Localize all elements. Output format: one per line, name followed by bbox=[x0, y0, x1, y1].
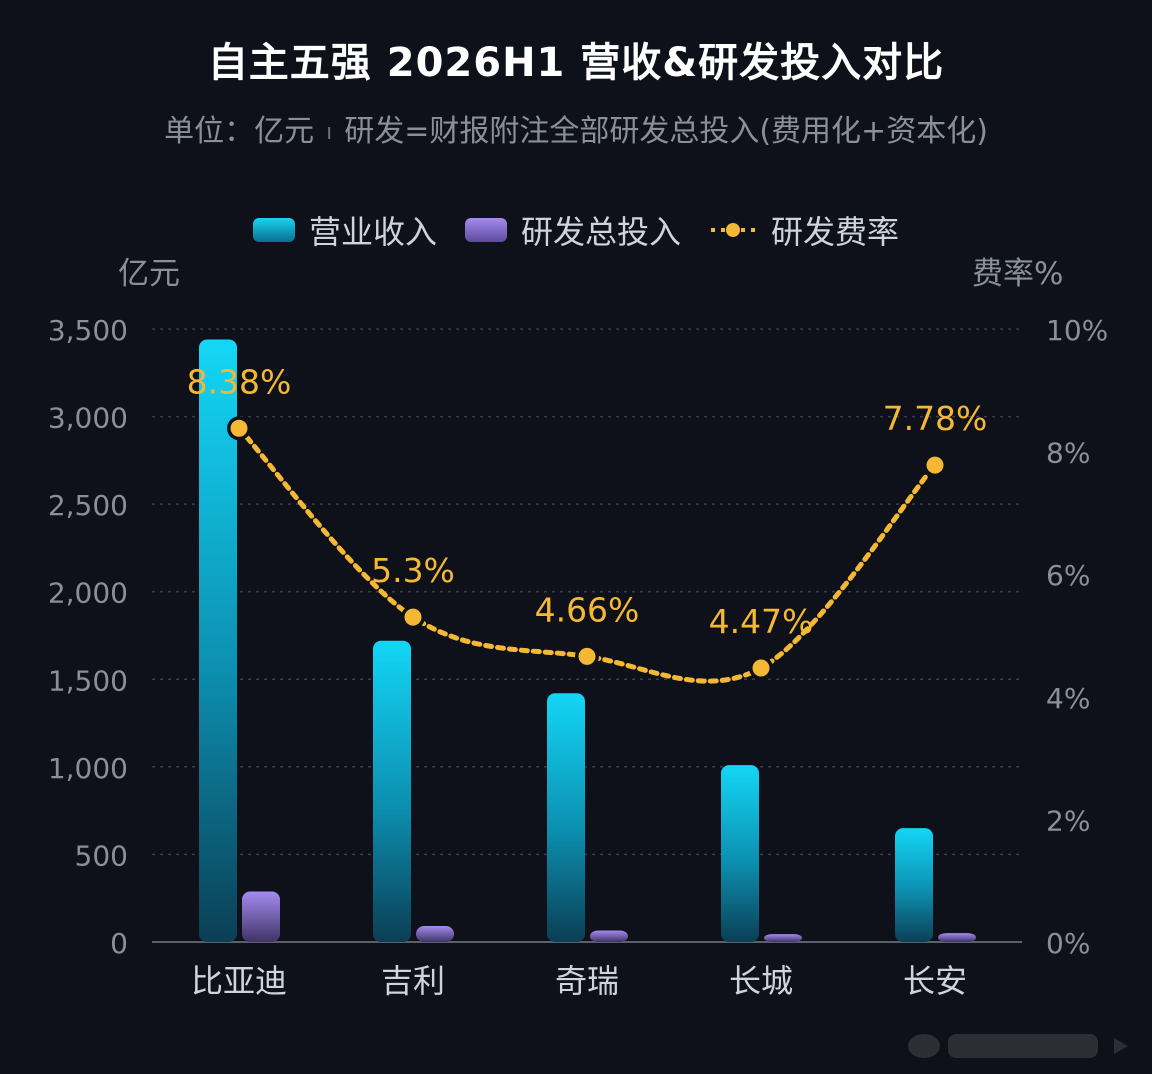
left-axis-tick-label: 2,500 bbox=[48, 489, 128, 522]
chart-legend: 营业收入 研发总投入 研发费率 bbox=[0, 207, 1152, 253]
right-axis-tick-label: 8% bbox=[1046, 437, 1090, 470]
bar-rd-4 bbox=[938, 933, 976, 942]
category-label: 吉利 bbox=[381, 962, 445, 1000]
rd-rate-point bbox=[404, 608, 422, 626]
legend-item-revenue: 营业收入 bbox=[252, 207, 437, 253]
right-axis-tick-label: 2% bbox=[1046, 804, 1090, 837]
left-axis-tick-label: 0 bbox=[110, 927, 128, 960]
legend-label-revenue: 营业收入 bbox=[308, 213, 437, 251]
bar-revenue-4 bbox=[895, 828, 933, 942]
rd-rate-line bbox=[236, 425, 938, 684]
rd-rate-point bbox=[926, 456, 944, 474]
category-label: 长安 bbox=[903, 962, 967, 1000]
right-axis-tick-label: 0% bbox=[1046, 927, 1090, 960]
legend-swatch-revenue bbox=[252, 218, 295, 242]
left-axis-tick-label: 1,000 bbox=[48, 752, 128, 785]
legend-label-rd-rate: 研发费率 bbox=[771, 213, 900, 251]
bar-rd-0 bbox=[242, 891, 280, 942]
rd-rate-label: 4.47% bbox=[709, 602, 814, 641]
rd-definition-note: 研发=财报附注全部研发总投入(费用化+资本化) bbox=[344, 114, 988, 149]
bar-rd-1 bbox=[416, 926, 454, 942]
bar-revenue-1 bbox=[373, 640, 411, 942]
legend-item-rd: 研发总投入 bbox=[464, 207, 681, 253]
right-axis-tick-label: 6% bbox=[1046, 559, 1090, 592]
rd-rate-label: 7.78% bbox=[883, 399, 988, 438]
watermark bbox=[908, 1034, 1128, 1058]
bar-rd-2 bbox=[590, 930, 628, 942]
left-axis-unit: 亿元 bbox=[118, 256, 180, 292]
left-axis-tick-label: 500 bbox=[75, 839, 128, 872]
legend-swatch-rd bbox=[464, 218, 507, 242]
chart-subtitle: 单位：亿元 ı 研发=财报附注全部研发总投入(费用化+资本化) bbox=[0, 106, 1152, 150]
right-axis-tick-label: 10% bbox=[1046, 314, 1108, 347]
rd-rate-point bbox=[578, 647, 596, 665]
left-axis-tick-label: 1,500 bbox=[48, 664, 128, 697]
legend-item-rd-rate: 研发费率 bbox=[709, 207, 899, 253]
rd-rate-point bbox=[752, 659, 770, 677]
right-axis-unit: 费率% bbox=[972, 256, 1064, 292]
left-axis-tick-label: 3,000 bbox=[48, 402, 128, 435]
subtitle-separator: ı bbox=[326, 120, 333, 145]
rd-rate-label: 4.66% bbox=[535, 590, 640, 629]
rd-rate-label: 8.38% bbox=[187, 362, 292, 401]
right-axis-tick-label: 4% bbox=[1046, 682, 1090, 715]
chart-title: 自主五强 2026H1 营收&研发投入对比 bbox=[207, 40, 945, 86]
category-label: 奇瑞 bbox=[555, 962, 619, 1000]
left-axis-tick-label: 2,000 bbox=[48, 577, 128, 610]
rd-rate-label: 5.3% bbox=[371, 551, 455, 590]
bar-revenue-2 bbox=[547, 693, 585, 942]
legend-swatch-rd-rate bbox=[711, 223, 755, 237]
rd-rate-point bbox=[230, 419, 248, 437]
bar-revenue-0 bbox=[199, 339, 237, 943]
category-label: 比亚迪 bbox=[191, 962, 287, 1000]
unit-label: 单位：亿元 bbox=[164, 114, 315, 149]
bar-revenue-3 bbox=[721, 765, 759, 942]
category-label: 长城 bbox=[729, 962, 793, 1000]
left-axis-tick-label: 3,500 bbox=[48, 314, 128, 347]
legend-label-rd: 研发总投入 bbox=[520, 213, 681, 251]
bar-rd-3 bbox=[764, 934, 802, 942]
